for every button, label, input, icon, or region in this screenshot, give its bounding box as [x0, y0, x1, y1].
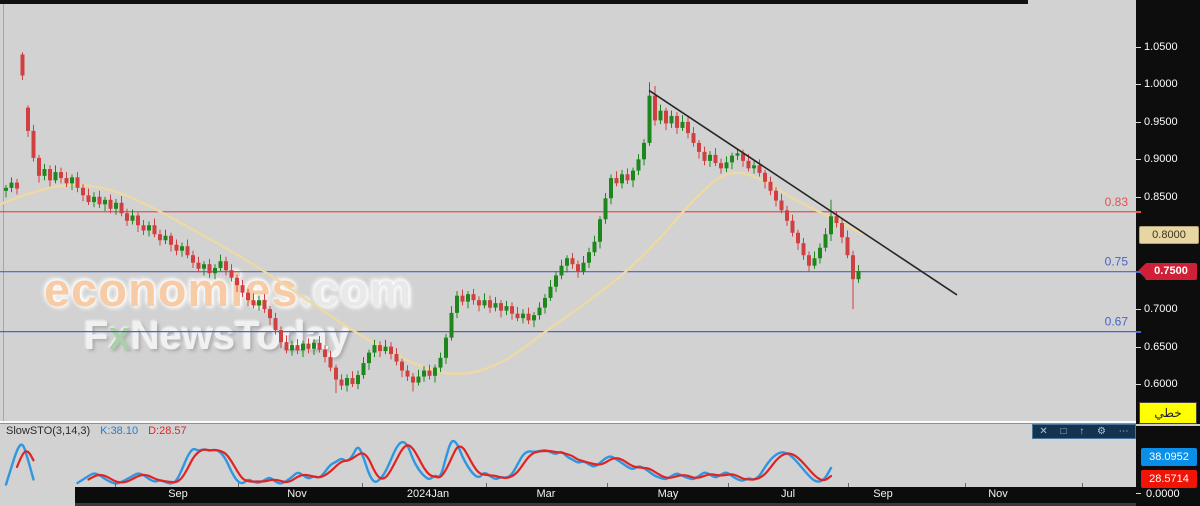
price-axis-tick	[1136, 121, 1141, 123]
indicator-d-value: D:28.57	[148, 425, 187, 437]
indicator-k-value: K:38.10	[100, 425, 139, 437]
time-axis-label-2024Jan: 2024Jan	[406, 488, 450, 500]
left-axis-edge	[3, 4, 4, 421]
time-axis-tick	[238, 483, 239, 487]
time-axis-label-Nov: Nov	[988, 488, 1008, 500]
time-axis-tick	[848, 483, 849, 487]
price-axis-tick	[1136, 84, 1141, 86]
watermark: economies.com FxNewsToday	[44, 266, 412, 356]
price-axis-tick	[1136, 47, 1141, 48]
stoch-d-line	[87, 444, 833, 484]
stochastic-canvas[interactable]	[0, 423, 1136, 487]
more-icon[interactable]: ⋯	[1118, 425, 1129, 437]
time-axis-tick	[362, 483, 363, 487]
top-strip	[0, 0, 1028, 4]
level-label: 0.67	[1105, 315, 1129, 329]
panel-separator	[1136, 424, 1200, 426]
time-axis-tick	[1082, 483, 1083, 487]
level-axis-tick	[1136, 330, 1141, 333]
watermark-line1: economies.com	[44, 263, 413, 316]
trend-line[interactable]	[648, 89, 958, 296]
time-axis-tick	[728, 483, 729, 487]
indicator-header: SlowSTO(3,14,3) K:38.10 D:28.57	[6, 425, 197, 437]
price-axis-tick	[1136, 346, 1141, 348]
indicator-toolbar: ✕ □ ↑ ⚙ ⋯	[1032, 424, 1136, 439]
price-axis-label: 0.7000	[1144, 303, 1178, 316]
level-axis-tick	[1136, 270, 1141, 273]
stoch-zero-label: 0.0000	[1146, 488, 1180, 500]
stoch-zero-tick	[1136, 493, 1141, 494]
pane-separator[interactable]	[0, 421, 1136, 424]
indicator-name: SlowSTO(3,14,3)	[6, 425, 91, 437]
price-axis-tick	[1136, 196, 1141, 198]
price-axis-label: 0.9500	[1144, 115, 1178, 128]
time-axis-label-Sep: Sep	[168, 488, 188, 500]
price-axis-label: 0.8500	[1144, 190, 1178, 203]
price-chart-canvas[interactable]: 0.83 0.75 0.67	[0, 0, 1136, 421]
maximize-icon[interactable]: □	[1060, 425, 1067, 437]
price-axis-label: 0.9000	[1144, 153, 1178, 166]
level-label: 0.75	[1105, 255, 1129, 269]
time-axis-tick	[965, 483, 966, 487]
time-axis-tick	[115, 483, 116, 487]
time-axis-label-May: May	[657, 488, 679, 500]
time-axis-tick	[486, 483, 487, 487]
stoch-d-line	[15, 450, 35, 469]
stoch-k-badge: 38.0952	[1141, 448, 1197, 466]
time-axis-tick	[607, 483, 608, 487]
settings-icon[interactable]: ⚙	[1096, 425, 1106, 437]
moving-average-line	[0, 171, 864, 376]
ma-value-tag: 0.8000	[1139, 226, 1199, 244]
bottom-strip	[75, 503, 1200, 506]
stoch-k-line	[4, 443, 35, 486]
watermark-line2: FxNewsToday	[84, 314, 351, 358]
price-axis-label: 0.6000	[1144, 378, 1178, 391]
stoch-d-badge: 28.5714	[1141, 470, 1197, 488]
time-axis-label-Mar: Mar	[536, 488, 556, 500]
time-axis-label-Nov: Nov	[287, 488, 307, 500]
price-axis-label: 1.0000	[1144, 78, 1178, 91]
time-axis-label-Sep: Sep	[873, 488, 893, 500]
time-axis[interactable]: Sep Nov 2024Jan Mar May Jul Sep Nov	[75, 483, 1136, 503]
price-axis-tick	[1136, 384, 1141, 386]
last-price-tag: 0.7500	[1138, 263, 1197, 280]
price-axis-label: 1.0500	[1144, 41, 1178, 53]
time-axis-label-Jul: Jul	[780, 488, 796, 500]
scale-mode-button[interactable]: خطي	[1139, 402, 1197, 424]
level-axis-tick	[1136, 210, 1141, 213]
close-icon[interactable]: ✕	[1039, 425, 1048, 437]
level-label: 0.83	[1105, 195, 1129, 209]
candlestick-series	[4, 52, 861, 394]
arrow-up-icon[interactable]: ↑	[1079, 425, 1085, 437]
price-axis-tick	[1136, 309, 1141, 311]
price-axis-panel[interactable]: 0.8000 0.7500 خطي 38.0952 28.5714 0.0000…	[1136, 0, 1200, 506]
price-axis-tick	[1136, 159, 1141, 161]
price-axis-label: 0.6500	[1144, 340, 1178, 353]
